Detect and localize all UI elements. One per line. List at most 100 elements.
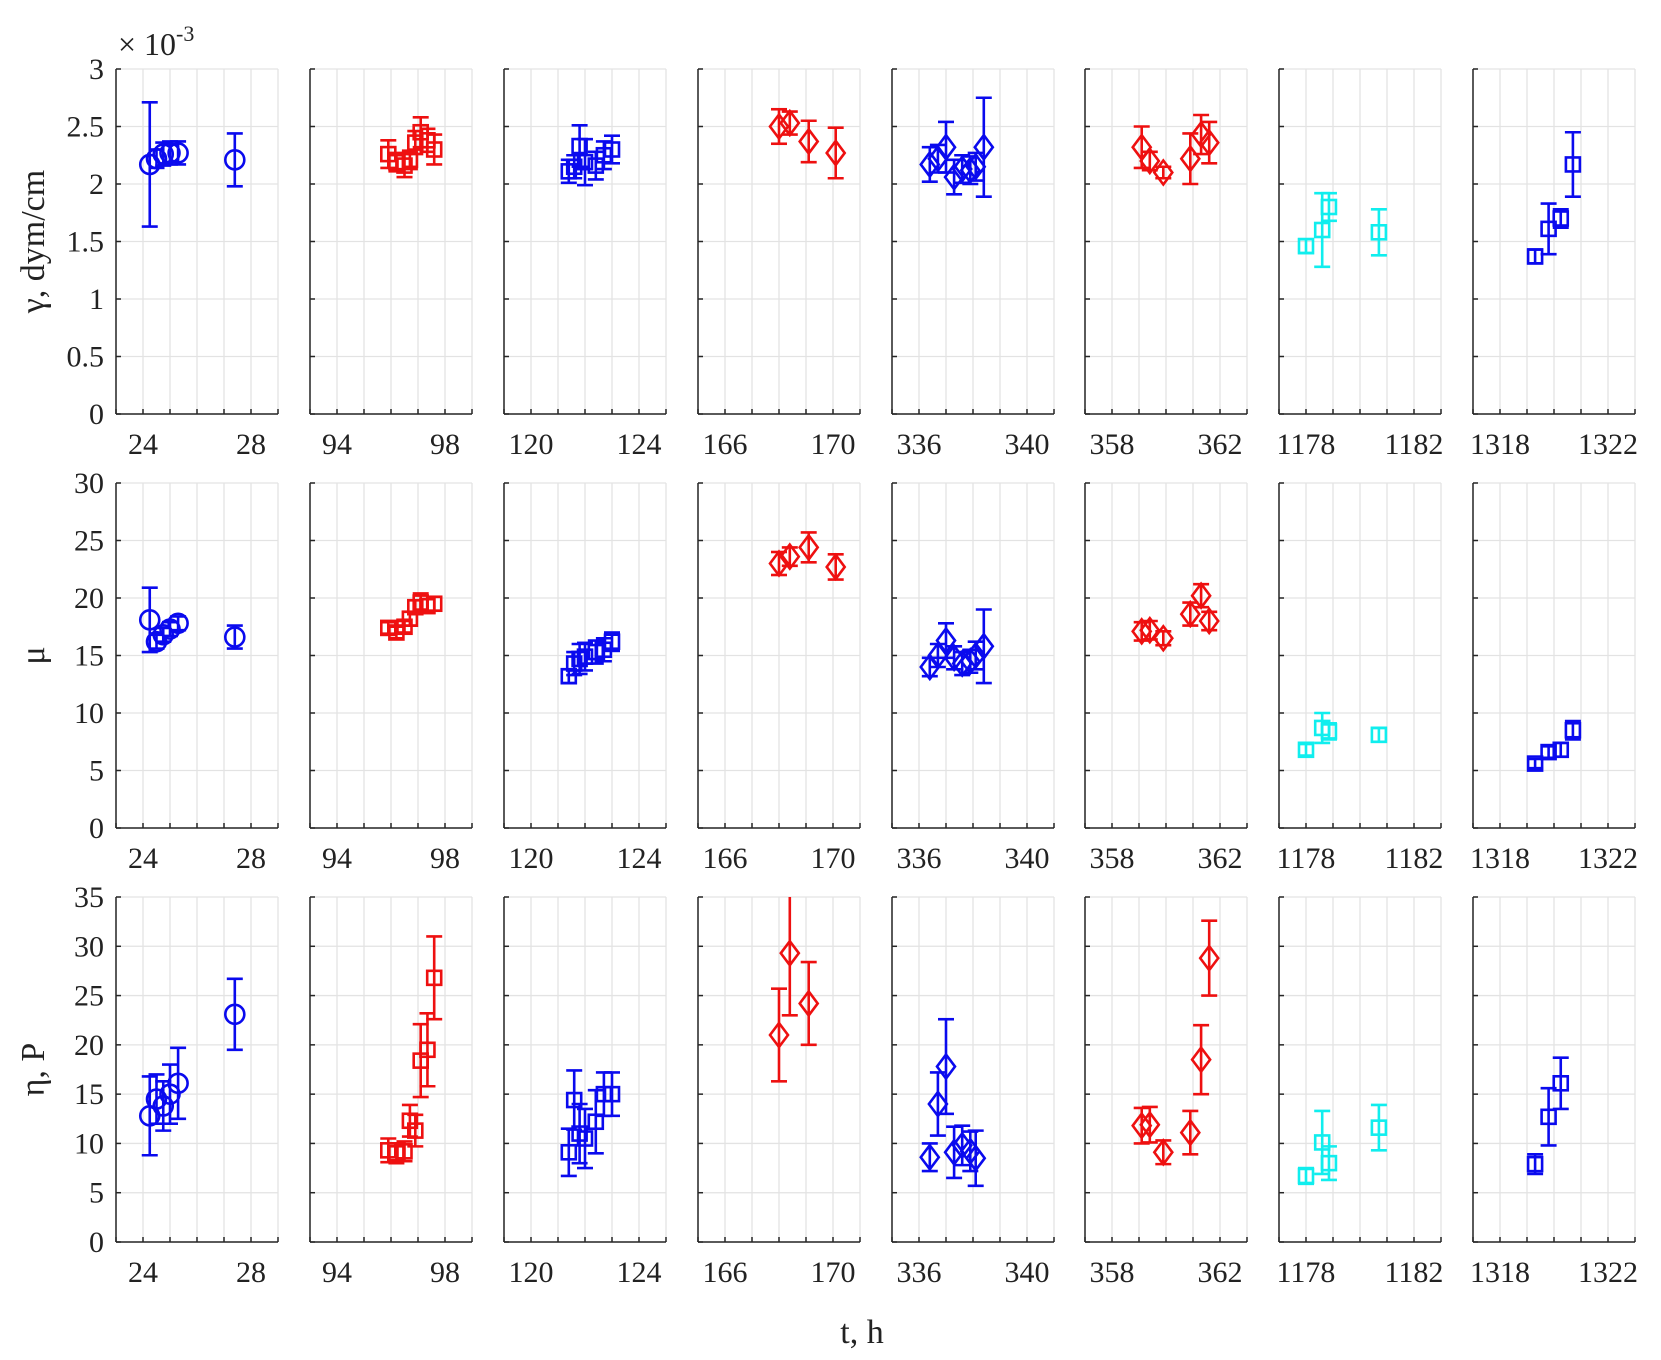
data-point-square <box>406 134 424 151</box>
x-tick-label: 1322 <box>1578 428 1638 461</box>
data-series <box>138 101 246 228</box>
data-point-diamond <box>768 112 790 141</box>
data-series <box>1131 581 1220 653</box>
data-point-square <box>1297 1167 1315 1185</box>
data-point-diamond <box>1131 617 1153 646</box>
x-tick-label: 358 <box>1090 1256 1135 1289</box>
data-point-diamond <box>935 133 957 162</box>
data-point-square <box>1552 1075 1570 1092</box>
x-tick-label: 1182 <box>1385 1256 1444 1289</box>
y-tick-label: 5 <box>89 755 104 788</box>
data-point-diamond <box>919 1143 941 1172</box>
data-point-diamond <box>1190 581 1212 610</box>
y-axis-label-gamma: γ, dym/cm <box>15 170 52 314</box>
data-point-square <box>1370 1119 1388 1136</box>
x-tick-label: 28 <box>236 428 266 461</box>
subplot-mu-166-170: 166 170 <box>697 482 861 875</box>
data-series <box>768 531 847 582</box>
data-point-circle <box>159 1083 181 1105</box>
data-point-circle <box>224 1003 246 1026</box>
x-tick-label: 1322 <box>1578 1256 1638 1289</box>
data-point-square <box>576 153 594 171</box>
subplot-gamma-166-170: 166 170 <box>697 68 861 461</box>
subplot-mu-1178-1182: 1178 1182 <box>1277 482 1443 875</box>
data-point-square <box>1320 1154 1338 1172</box>
subplot-mu-1318-1322: 1318 1322 <box>1470 482 1638 875</box>
y-tick-label: 1 <box>89 283 104 316</box>
x-tick-label: 170 <box>811 1256 856 1289</box>
data-point-square <box>1297 741 1315 759</box>
y-tick-label: 10 <box>74 1127 104 1160</box>
data-series <box>1526 719 1582 772</box>
data-point-diamond <box>825 552 847 582</box>
x-tick-label: 1318 <box>1470 1256 1530 1289</box>
data-point-diamond <box>943 162 965 192</box>
data-point-diamond <box>935 1052 957 1081</box>
y-tick-label: 0.5 <box>67 341 105 374</box>
data-point-diamond <box>798 127 820 156</box>
data-series <box>379 592 443 641</box>
x-tick-label: 336 <box>897 1256 942 1289</box>
data-point-circle <box>167 142 189 164</box>
y-tick-label: 2 <box>89 168 104 201</box>
data-point-circle <box>167 1072 189 1095</box>
data-point-square <box>1526 755 1544 772</box>
data-point-circle <box>145 1088 168 1110</box>
data-point-diamond <box>1198 128 1220 157</box>
data-point-square <box>571 650 588 668</box>
y-tick-label: 10 <box>74 697 104 730</box>
y-tick-label: 25 <box>74 525 104 558</box>
data-point-square <box>1370 224 1388 241</box>
data-point-square <box>1320 723 1338 740</box>
data-point-diamond <box>1198 606 1220 636</box>
data-point-diamond <box>1131 1111 1153 1140</box>
y-tick-label: 15 <box>74 640 104 673</box>
subplot-eta-1318-1322: 1318 1322 <box>1470 896 1638 1289</box>
x-tick-label: 1178 <box>1277 428 1336 461</box>
x-tick-label: 98 <box>430 842 460 875</box>
x-tick-label: 1178 <box>1277 842 1336 875</box>
subplot-gamma-336-340: 336 340 <box>891 68 1055 461</box>
subplot-eta-1178-1182: 1178 1182 <box>1277 896 1444 1289</box>
data-point-square <box>425 141 443 158</box>
subplot-gamma-24-28: 0 0.5 1 1.5 2 2.5 3 24 28 <box>67 53 279 461</box>
x-tick-label: 166 <box>703 842 748 875</box>
data-point-diamond <box>1179 1118 1201 1147</box>
x-tick-label: 362 <box>1198 842 1243 875</box>
subplot-gamma-358-362: 358 362 <box>1084 68 1248 461</box>
data-point-square <box>576 1130 594 1147</box>
subplot-gamma-1178-1182: 1178 1182 <box>1277 68 1444 461</box>
data-series <box>1297 1103 1388 1186</box>
subplot-eta-94-98: 94 98 <box>309 896 473 1289</box>
data-series <box>919 96 995 198</box>
data-series <box>919 1017 987 1188</box>
data-point-square <box>1540 1108 1557 1126</box>
data-point-diamond <box>1139 616 1161 645</box>
data-point-diamond <box>1152 1138 1174 1167</box>
data-point-diamond <box>798 989 820 1018</box>
data-point-square <box>396 1143 413 1160</box>
y-tick-label: 2.5 <box>67 111 105 144</box>
subplot-eta-24-28: 0 5 10 15 20 25 30 35 24 28 <box>74 881 279 1289</box>
data-point-square <box>1526 1155 1544 1173</box>
y-tick-label: 15 <box>74 1078 104 1111</box>
y-tick-label: 30 <box>74 930 104 963</box>
x-tick-label: 1182 <box>1385 428 1444 461</box>
y-tick-label: 0 <box>89 1226 104 1259</box>
data-point-circle <box>138 609 161 631</box>
y-axis-label-eta: η, P <box>15 1043 52 1097</box>
x-tick-label: 170 <box>811 842 856 875</box>
data-point-square <box>419 1041 436 1059</box>
y-tick-label: 20 <box>74 582 104 615</box>
x-tick-label: 1322 <box>1578 842 1638 875</box>
data-point-diamond <box>798 533 820 562</box>
data-point-diamond <box>1139 1110 1161 1139</box>
subplot-mu-358-362: 358 362 <box>1084 482 1248 875</box>
x-tick-label: 1178 <box>1277 1256 1336 1289</box>
x-tick-label: 336 <box>897 428 942 461</box>
subplot-eta-120-124: 120 124 <box>503 896 667 1289</box>
data-series <box>379 116 443 179</box>
data-point-circle <box>152 1095 175 1117</box>
data-point-square <box>401 610 419 628</box>
data-point-diamond <box>779 542 801 571</box>
